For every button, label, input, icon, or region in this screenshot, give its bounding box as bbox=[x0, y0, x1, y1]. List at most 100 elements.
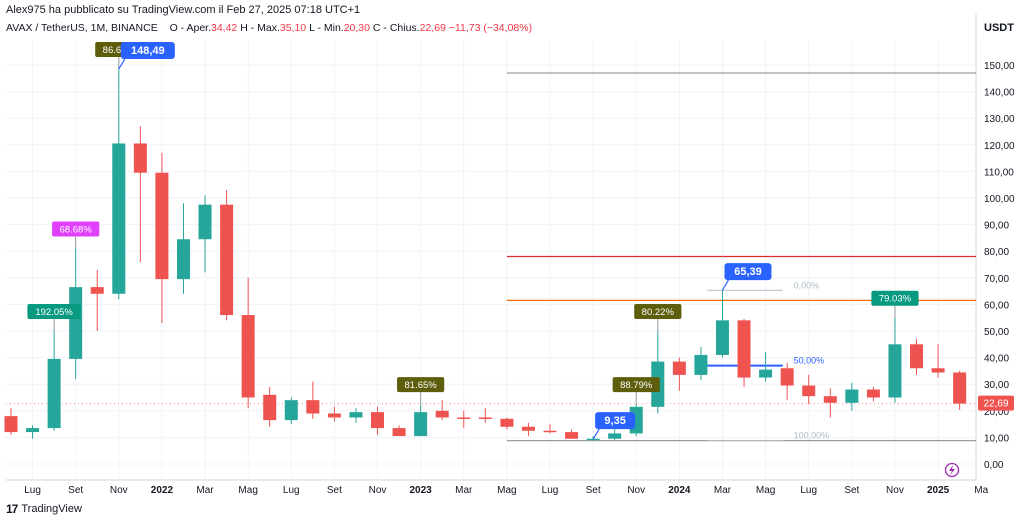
percent-tag-box bbox=[634, 304, 682, 319]
price-callout: 9,35 bbox=[592, 412, 636, 440]
candle bbox=[327, 406, 341, 422]
candle-body bbox=[543, 430, 557, 433]
candle bbox=[823, 388, 837, 418]
y-tick-label: 60,00 bbox=[984, 300, 1009, 311]
candle-body bbox=[953, 372, 967, 404]
candle-body bbox=[284, 400, 298, 421]
candle bbox=[565, 429, 579, 439]
y-tick-label: 150,00 bbox=[984, 61, 1015, 72]
change-value: −11,73 (−34,08%) bbox=[448, 22, 533, 34]
price-callout-label: 9,35 bbox=[604, 415, 625, 427]
price-callout-pointer bbox=[721, 279, 729, 291]
price-callout: 148,49 bbox=[118, 41, 175, 70]
flash-icon bbox=[944, 462, 960, 478]
percent-tag: 79.03% bbox=[871, 290, 919, 318]
open-label: O - Aper. bbox=[169, 22, 211, 34]
x-tick-label: Set bbox=[68, 485, 83, 496]
percent-tag: 192.05% bbox=[27, 304, 81, 331]
x-tick-label: 2023 bbox=[410, 485, 433, 496]
candle-body bbox=[565, 432, 579, 439]
candle-body bbox=[371, 412, 385, 429]
tradingview-brand: TradingView bbox=[21, 503, 82, 515]
percent-tag-box bbox=[27, 304, 81, 319]
x-tick-label: Nov bbox=[886, 485, 904, 496]
y-tick-label: 20,00 bbox=[984, 407, 1009, 418]
percent-tag-label: 68.68% bbox=[60, 225, 93, 236]
percent-tag: 68.68% bbox=[52, 221, 100, 249]
candle bbox=[651, 331, 665, 414]
candle bbox=[133, 126, 147, 262]
percent-tag-box bbox=[52, 221, 100, 237]
last-price-badge-box bbox=[978, 395, 1014, 411]
candle bbox=[866, 386, 880, 402]
candle bbox=[608, 429, 622, 441]
close-label: C - Chius. bbox=[372, 22, 420, 34]
fib-level-label: 100,00% bbox=[794, 431, 830, 441]
percent-tag: 80.22% bbox=[634, 304, 682, 331]
candle bbox=[26, 425, 40, 439]
candle bbox=[241, 277, 255, 409]
candle-body bbox=[306, 400, 320, 414]
candle-body bbox=[737, 320, 751, 378]
candle-body bbox=[608, 433, 622, 439]
x-tick-label: Mag bbox=[756, 485, 775, 496]
candle bbox=[349, 408, 363, 423]
high-value: 35,10 bbox=[279, 22, 307, 34]
close-value: 22,69 bbox=[419, 22, 446, 34]
candle bbox=[220, 190, 234, 321]
candle bbox=[284, 397, 298, 425]
y-tick-label: 120,00 bbox=[984, 141, 1015, 152]
candle bbox=[435, 400, 449, 421]
percent-tag: 88.79% bbox=[612, 377, 660, 405]
candle bbox=[414, 404, 428, 437]
candle bbox=[715, 290, 729, 358]
candle-body bbox=[392, 428, 406, 437]
x-tick-label: Mar bbox=[714, 485, 732, 496]
candle bbox=[780, 362, 794, 401]
open-value: 34,42 bbox=[211, 22, 238, 34]
symbol-ohlc-line: AVAX / TetherUS, 1M, BINANCE O - Aper.34… bbox=[6, 22, 532, 34]
candle bbox=[198, 195, 212, 273]
x-tick-label: Set bbox=[327, 485, 342, 496]
candle-body bbox=[327, 413, 341, 418]
candle bbox=[306, 381, 320, 419]
currency-label[interactable]: USDT bbox=[984, 22, 1014, 34]
percent-tag-box bbox=[612, 377, 660, 393]
candle bbox=[672, 357, 686, 391]
x-tick-label: 2025 bbox=[927, 485, 950, 496]
y-tick-label: 100,00 bbox=[984, 194, 1015, 205]
candle bbox=[845, 382, 859, 411]
candle-body bbox=[802, 385, 816, 397]
candle bbox=[47, 331, 61, 431]
candle-body bbox=[888, 344, 902, 398]
y-tick-label: 30,00 bbox=[984, 380, 1009, 391]
candle bbox=[371, 406, 385, 435]
candle bbox=[888, 317, 902, 403]
last-price-badge: 22,69 bbox=[978, 395, 1014, 411]
price-callout: 65,39 bbox=[721, 263, 772, 291]
candle bbox=[543, 424, 557, 434]
candle bbox=[910, 338, 924, 375]
x-tick-label: Lug bbox=[24, 485, 41, 496]
candle bbox=[155, 152, 169, 324]
candle-body bbox=[112, 143, 126, 294]
low-value: 20,30 bbox=[343, 22, 370, 34]
candle-body bbox=[69, 287, 83, 359]
candle-body bbox=[866, 389, 880, 398]
candle-body bbox=[586, 438, 600, 441]
candle-body bbox=[198, 204, 212, 240]
low-label: L - Min. bbox=[309, 22, 344, 34]
candle-body bbox=[435, 410, 449, 418]
candle-body bbox=[155, 172, 169, 280]
candle-body bbox=[457, 417, 471, 419]
tradingview-logo[interactable]: 17 TradingView bbox=[6, 502, 82, 516]
x-tick-label: Mag bbox=[238, 485, 257, 496]
x-tick-label: Lug bbox=[283, 485, 300, 496]
candle bbox=[478, 408, 492, 423]
last-price-badge-label: 22,69 bbox=[983, 399, 1008, 410]
x-tick-label: Nov bbox=[369, 485, 387, 496]
symbol-name[interactable]: AVAX / TetherUS, 1M, BINANCE bbox=[6, 22, 158, 34]
candle-body bbox=[780, 368, 794, 386]
y-tick-label: 10,00 bbox=[984, 433, 1009, 444]
